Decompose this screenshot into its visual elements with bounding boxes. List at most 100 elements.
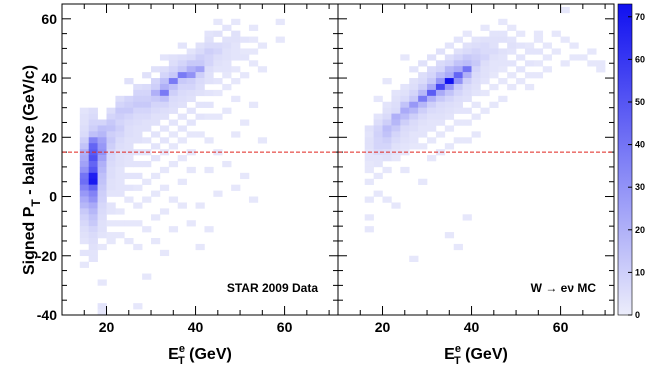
bin-cell xyxy=(373,137,383,144)
bin-cell xyxy=(97,243,107,251)
bin-cell xyxy=(507,60,517,67)
bin-cell xyxy=(204,72,214,79)
bin-cell xyxy=(186,78,196,85)
bin-cell xyxy=(124,155,134,162)
bin-cell xyxy=(79,149,90,156)
panel-mc-border xyxy=(337,3,615,316)
bin-cell xyxy=(400,54,410,61)
bin-cell xyxy=(124,113,134,120)
bin-cell xyxy=(400,83,410,91)
bin-cell xyxy=(231,54,241,61)
bin-cell xyxy=(444,232,455,239)
bin-cell xyxy=(159,101,170,108)
bin-cell xyxy=(382,119,392,126)
x-axis-title-data: Ee T (GeV) xyxy=(168,343,232,366)
bin-cell xyxy=(275,36,285,43)
bin-cell xyxy=(498,48,508,55)
bin-cell xyxy=(168,60,179,67)
bin-cell xyxy=(222,54,232,61)
y-tick-label: 60 xyxy=(41,11,57,27)
bin-cell xyxy=(133,95,143,103)
bin-cell xyxy=(257,66,268,73)
bin-cell xyxy=(498,18,508,26)
bin-cell xyxy=(204,166,214,174)
bin-cell xyxy=(453,243,463,251)
bin-cell xyxy=(168,66,179,73)
bin-cell xyxy=(427,89,437,97)
bin-cell xyxy=(115,160,125,168)
bin-cell xyxy=(79,232,90,239)
bin-cell xyxy=(453,119,463,126)
bin-cell xyxy=(418,119,428,126)
bin-cell xyxy=(79,214,90,221)
bin-cell xyxy=(177,42,187,49)
bin-cell xyxy=(596,66,606,73)
bin-cell xyxy=(471,48,481,55)
bin-cell xyxy=(462,83,472,91)
bin-cell xyxy=(364,196,374,203)
bin-cell xyxy=(453,89,463,97)
bin-cell xyxy=(79,220,90,227)
bin-cell xyxy=(79,107,90,114)
bin-cell xyxy=(409,143,419,150)
bin-cell xyxy=(409,101,419,108)
bin-cell xyxy=(97,137,107,144)
bin-cell xyxy=(231,131,241,138)
bin-cell xyxy=(222,24,232,31)
bin-cell xyxy=(124,143,134,150)
bin-cell xyxy=(400,113,410,120)
bin-cell xyxy=(373,125,383,132)
bin-cell xyxy=(560,60,570,67)
bin-cell xyxy=(231,184,241,191)
bin-cell xyxy=(115,184,125,191)
bin-cell xyxy=(97,178,107,185)
bin-cell xyxy=(418,78,428,85)
bin-cell xyxy=(124,237,134,245)
bin-cell xyxy=(168,119,179,126)
bin-cell xyxy=(391,149,401,156)
bin-cell xyxy=(133,137,143,144)
bin-cell xyxy=(435,48,446,55)
bin-cell xyxy=(88,119,98,126)
bin-cell xyxy=(533,30,544,37)
bin-cell xyxy=(88,143,98,150)
bin-cell xyxy=(168,160,179,168)
bin-cell xyxy=(151,95,161,103)
bin-cell xyxy=(524,72,535,79)
bin-cell xyxy=(231,66,241,73)
bin-cell xyxy=(142,107,152,114)
bin-cell xyxy=(88,196,98,203)
bin-cell xyxy=(204,42,214,49)
bin-cell xyxy=(97,119,107,126)
bin-cell xyxy=(498,95,508,103)
bin-cell xyxy=(453,66,463,73)
bin-cell xyxy=(524,42,535,49)
bin-cell xyxy=(587,48,597,55)
bin-cell xyxy=(240,54,250,61)
bin-cell xyxy=(551,48,561,55)
bin-cell xyxy=(124,119,134,126)
bin-cell xyxy=(471,36,481,43)
bin-cell xyxy=(195,72,205,79)
bin-cell xyxy=(204,226,214,233)
bin-cell xyxy=(106,131,116,138)
x-tick-label: 40 xyxy=(188,319,204,335)
bin-cell xyxy=(213,89,223,97)
bin-cell xyxy=(418,125,428,132)
bin-cell xyxy=(453,48,463,55)
bin-cell xyxy=(115,172,125,180)
bin-cell xyxy=(542,54,552,61)
bin-cell xyxy=(480,48,490,55)
bin-cell xyxy=(213,60,223,67)
bin-cell xyxy=(106,137,116,144)
bin-cell xyxy=(159,125,170,132)
bin-cell xyxy=(97,303,107,310)
bin-cell xyxy=(231,36,241,43)
bin-cell xyxy=(159,89,170,97)
bin-cell xyxy=(79,137,90,144)
bin-cell xyxy=(151,190,161,197)
bin-cell xyxy=(159,83,170,91)
bin-cell xyxy=(444,95,455,103)
bin-cell xyxy=(382,113,392,120)
bin-cell xyxy=(159,72,170,79)
